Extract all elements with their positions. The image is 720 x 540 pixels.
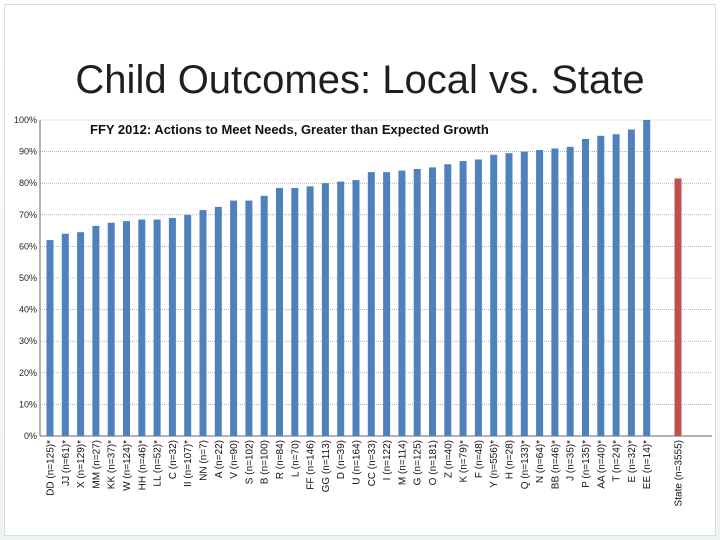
x-category-label: S (n=102) <box>244 440 255 484</box>
bar <box>306 186 314 436</box>
bar <box>597 135 605 437</box>
x-category-label: Y (n=556)* <box>489 440 500 488</box>
bar <box>153 219 161 436</box>
y-tick-label: 30% <box>19 336 37 346</box>
bar <box>291 187 299 436</box>
bar <box>383 172 391 436</box>
bar <box>260 195 268 436</box>
bar <box>352 180 360 436</box>
x-category-label: KK (n=37)* <box>107 440 118 489</box>
x-category-label: AA (n=40)* <box>596 440 607 489</box>
x-category-label: F (n=48) <box>474 440 485 478</box>
bar <box>214 206 222 436</box>
x-category-label: HH (n=46)* <box>137 440 148 490</box>
x-category-label: LL (n=52)* <box>153 440 164 487</box>
bar <box>566 146 574 437</box>
bar <box>61 233 69 436</box>
x-category-label: Q (n=133)* <box>520 440 531 489</box>
x-category-label: A (n=22) <box>214 440 225 478</box>
x-category-label: R (n=84) <box>275 440 286 479</box>
x-category-label: L (n=70) <box>290 440 301 477</box>
x-category-label: W (n=124)* <box>122 440 133 491</box>
bar <box>168 217 176 436</box>
bar <box>536 150 544 436</box>
bar <box>184 214 192 436</box>
bar <box>398 170 406 436</box>
bar <box>413 168 421 437</box>
bar <box>520 151 528 436</box>
bar <box>92 225 100 436</box>
bar <box>367 172 375 436</box>
x-category-label: J (n=35)* <box>566 440 577 481</box>
x-category-label: NN (n=7) <box>199 440 210 481</box>
bar <box>321 183 329 436</box>
bar <box>627 129 635 437</box>
y-tick-label: 70% <box>19 210 37 220</box>
x-category-label: CC (n=33) <box>367 440 378 486</box>
bar <box>444 164 452 437</box>
bar <box>490 154 498 436</box>
x-category-label: State (n=3555) <box>674 440 685 506</box>
x-category-label: II (n=107)* <box>183 440 194 487</box>
bar <box>138 219 146 436</box>
x-category-label: T (n=24)* <box>612 440 623 482</box>
x-category-label: EE (n=14)* <box>642 440 653 489</box>
bar-state <box>674 178 682 436</box>
bar <box>77 232 85 436</box>
x-category-label: P (n=135)* <box>581 440 592 488</box>
x-category-label: D (n=39) <box>336 440 347 479</box>
bar <box>505 153 513 436</box>
x-category-label: K (n=79)* <box>459 440 470 483</box>
bar <box>459 161 467 436</box>
y-tick-label: 100% <box>14 115 37 125</box>
y-tick-label: 90% <box>19 147 37 157</box>
bar <box>429 167 436 436</box>
y-tick-label: 10% <box>19 399 37 409</box>
x-category-label: FF (n=146) <box>306 440 317 490</box>
bar <box>551 148 559 436</box>
x-category-label: G (n=125) <box>413 440 424 485</box>
bar <box>276 187 283 436</box>
x-category-label: GG (n=113) <box>321 440 332 492</box>
bar <box>643 120 651 436</box>
x-category-label: MM (n=27) <box>91 440 102 489</box>
x-category-label: E (n=32)* <box>627 440 638 483</box>
bar <box>582 138 589 436</box>
x-category-label: M (n=114) <box>397 440 408 485</box>
x-category-label: C (n=32) <box>168 440 179 479</box>
x-category-label: U (n=164) <box>352 440 363 485</box>
bar <box>46 240 54 436</box>
y-tick-label: 0% <box>24 431 37 441</box>
bar <box>199 210 207 436</box>
y-tick-label: 60% <box>19 241 37 251</box>
x-category-label: JJ (n=61)* <box>61 440 72 486</box>
bar <box>474 159 482 436</box>
x-category-label: I (n=122) <box>382 440 393 480</box>
y-tick-label: 50% <box>19 273 37 283</box>
x-category-label: V (n=90) <box>229 440 240 479</box>
bar <box>107 222 115 436</box>
x-category-label: B (n=100) <box>260 440 271 484</box>
y-tick-label: 80% <box>19 178 37 188</box>
bar <box>230 200 238 436</box>
x-category-label: O (n=181) <box>428 440 439 485</box>
x-category-label: N (n=64)* <box>535 440 546 483</box>
y-tick-label: 40% <box>19 305 37 315</box>
chart-title: FFY 2012: Actions to Meet Needs, Greater… <box>90 122 489 137</box>
bar <box>123 221 130 436</box>
bar <box>337 181 345 436</box>
x-category-label: H (n=28) <box>505 440 516 479</box>
y-tick-label: 20% <box>19 368 37 378</box>
bar <box>245 200 253 436</box>
bar <box>612 134 620 436</box>
x-category-label: DD (n=125)* <box>46 440 57 496</box>
slide-title: Child Outcomes: Local vs. State <box>75 58 645 102</box>
x-category-label: Z (n=40) <box>443 440 454 478</box>
x-category-label: BB (n=46)* <box>550 440 561 489</box>
x-category-label: X (n=129)* <box>76 440 87 488</box>
